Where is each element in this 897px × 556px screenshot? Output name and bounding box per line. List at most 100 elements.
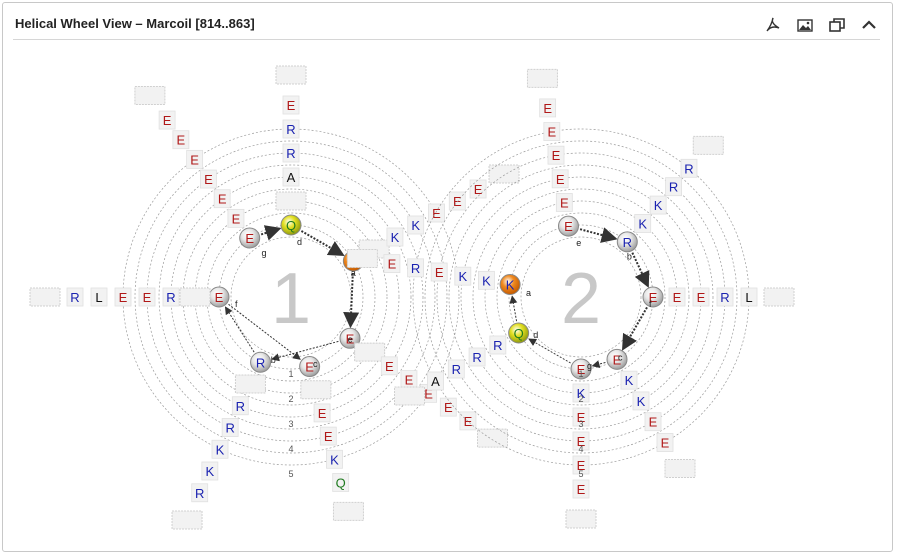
wheel-arrow xyxy=(224,306,255,353)
helix-ring xyxy=(182,188,400,406)
residue-letter: E xyxy=(177,133,186,148)
empty-residue-box xyxy=(664,458,696,478)
core-residue-orb xyxy=(250,351,272,373)
residue-letter: A xyxy=(431,374,440,389)
wheel-arrow xyxy=(300,230,345,257)
residue-letter: E xyxy=(218,192,227,207)
core-residue-letter: Q xyxy=(514,326,524,341)
residue-box xyxy=(572,479,590,499)
heptad-label: b xyxy=(627,252,632,262)
residue-box xyxy=(319,426,337,446)
empty-residue-box xyxy=(171,510,203,530)
empty-residue-box xyxy=(29,287,61,307)
restore-window-icon[interactable] xyxy=(826,15,848,35)
residue-letter: L xyxy=(745,290,752,305)
core-residue-orb xyxy=(280,214,302,236)
residue-letter: K xyxy=(216,442,225,457)
residue-box xyxy=(332,473,350,492)
image-export-icon[interactable] xyxy=(794,15,816,35)
core-residue-orb xyxy=(499,273,521,295)
heptad-label: g xyxy=(261,248,266,258)
residue-box xyxy=(407,258,424,278)
core-residue-letter: E xyxy=(305,360,314,375)
residue-box xyxy=(555,193,573,212)
ring-number-label: 1 xyxy=(288,369,293,379)
wheel-arrow xyxy=(260,225,282,241)
residue-letter: E xyxy=(577,434,586,449)
residue-box xyxy=(383,254,401,274)
residue-box xyxy=(547,145,565,165)
residue-box xyxy=(114,287,132,307)
residue-box xyxy=(313,403,331,423)
residue-box xyxy=(282,95,300,115)
wheel-arrow xyxy=(621,306,648,351)
residue-letter: R xyxy=(411,261,420,276)
empty-residue-box xyxy=(763,287,795,307)
core-residue-orb xyxy=(299,356,321,378)
heptad-label: d xyxy=(533,330,538,340)
helix-ring xyxy=(122,128,460,466)
ring-number-label: 5 xyxy=(288,469,293,479)
residue-box xyxy=(634,214,652,233)
panel-toolbar xyxy=(762,15,880,35)
ring-number-label: 3 xyxy=(578,419,583,429)
residue-box xyxy=(380,356,398,376)
residue-letter: K xyxy=(411,218,420,233)
heptad-label: f xyxy=(235,299,238,309)
residue-letter: E xyxy=(232,211,241,226)
residue-box xyxy=(90,287,108,307)
pdf-export-icon[interactable] xyxy=(762,15,784,35)
residue-letter: E xyxy=(577,458,586,473)
empty-residue-box xyxy=(300,380,332,400)
residue-letter: E xyxy=(204,172,213,187)
residue-box xyxy=(469,179,487,199)
ring-number-label: 1 xyxy=(578,369,583,379)
residue-box xyxy=(231,396,249,416)
heptad-label: a xyxy=(526,288,531,298)
residue-box xyxy=(162,287,180,307)
residue-box xyxy=(656,433,674,452)
residue-letter: E xyxy=(474,182,483,197)
residue-letter: E xyxy=(385,359,394,374)
empty-residue-box xyxy=(332,501,364,521)
residue-letter: R xyxy=(493,338,502,353)
residue-letter: R xyxy=(236,399,245,414)
collapse-icon[interactable] xyxy=(858,15,880,35)
residue-letter: E xyxy=(190,152,199,167)
empty-residue-box xyxy=(275,191,307,211)
residue-box xyxy=(186,149,204,169)
residue-box xyxy=(191,483,209,503)
core-residue-letter: E xyxy=(215,290,224,305)
ring-number-label: 2 xyxy=(288,394,293,404)
helix-ring xyxy=(496,212,666,382)
residue-box xyxy=(158,110,176,130)
wheel-arrow xyxy=(579,227,618,243)
empty-residue-box xyxy=(526,68,558,88)
panel-header: Helical Wheel View – Marcoil [814..863] xyxy=(13,11,880,40)
heptad-label: d xyxy=(297,237,302,247)
empty-residue-box xyxy=(394,386,426,406)
heptad-label: e xyxy=(576,238,581,248)
heptad-label: c xyxy=(618,353,623,363)
residue-box xyxy=(489,335,507,355)
residue-letter: L xyxy=(95,290,102,305)
residue-letter: R xyxy=(472,350,481,365)
residue-letter: R xyxy=(669,180,678,195)
ring-number-label: 2 xyxy=(578,394,583,404)
empty-residue-box xyxy=(565,509,597,529)
residue-box xyxy=(427,371,444,391)
residue-letter: E xyxy=(143,290,152,305)
helix-ring xyxy=(230,236,352,358)
helix-ring xyxy=(206,212,376,382)
residue-letter: A xyxy=(287,170,296,185)
residue-letter: E xyxy=(287,98,296,113)
core-residue-letter: E xyxy=(564,219,573,234)
wheel-arrow xyxy=(271,340,339,362)
core-residue-letter: E xyxy=(346,331,355,346)
residue-letter: E xyxy=(324,429,333,444)
residue-box xyxy=(454,266,472,286)
residue-box xyxy=(282,119,300,139)
residue-box xyxy=(668,287,686,307)
residue-letter: R xyxy=(195,486,204,501)
